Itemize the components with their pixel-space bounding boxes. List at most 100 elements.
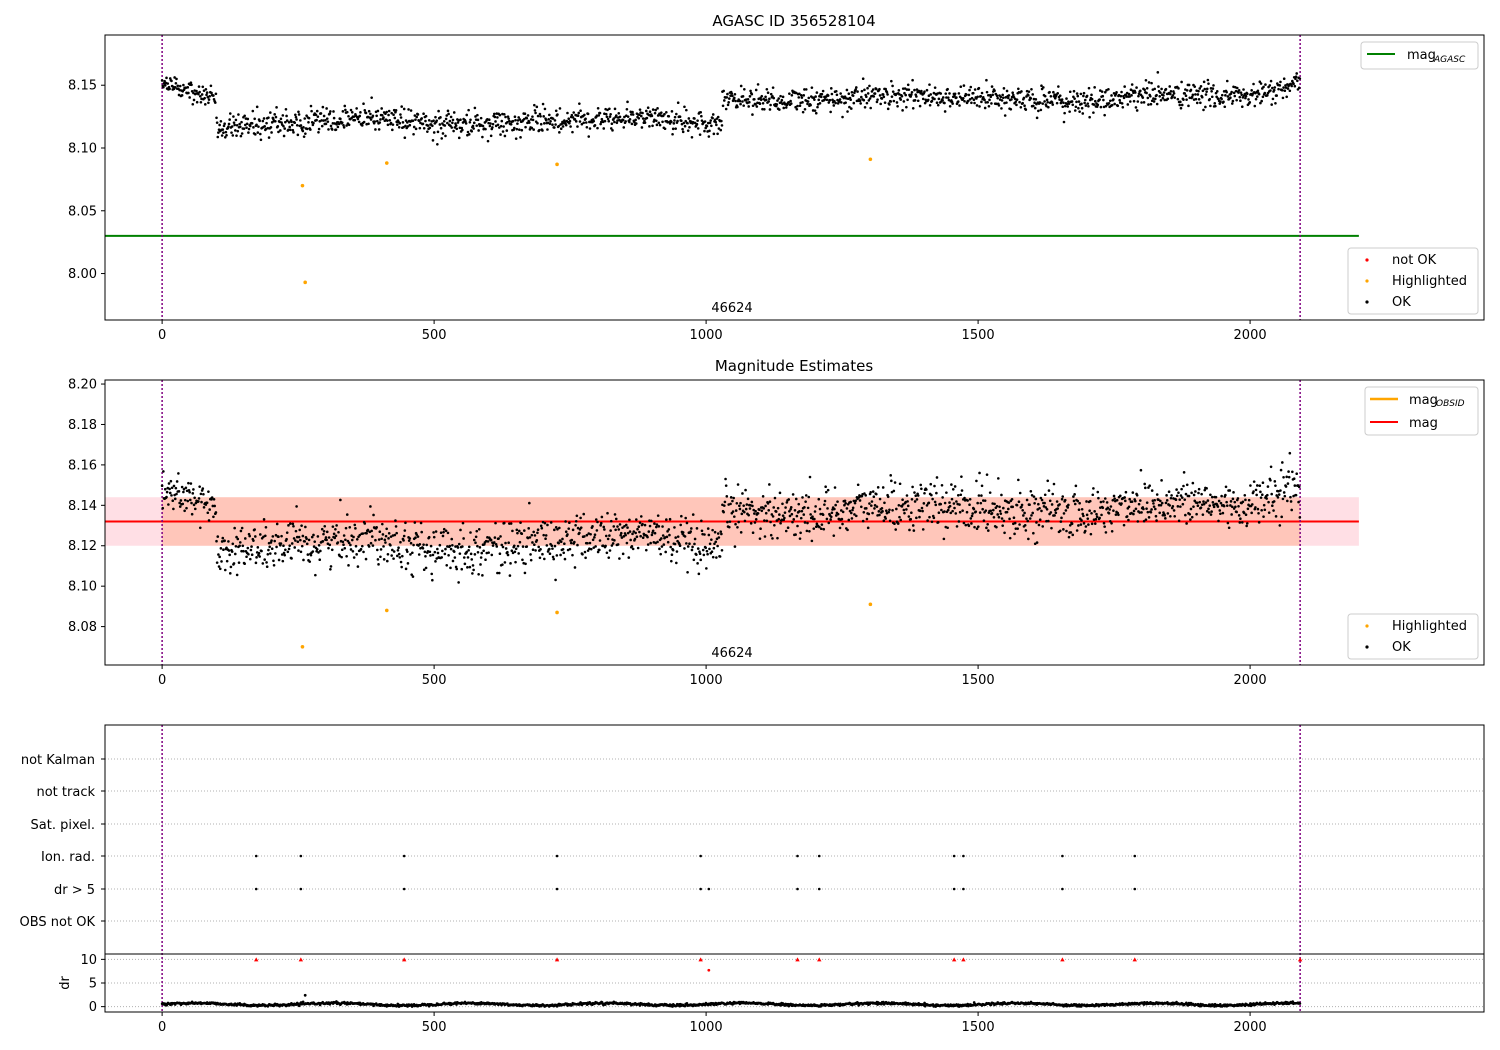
data-point-ok	[1027, 537, 1030, 541]
data-point-ok	[380, 537, 383, 541]
y-tick-label: 8.10	[68, 580, 97, 595]
data-point-ok	[818, 101, 822, 105]
data-point-ok	[1143, 482, 1146, 486]
data-point-ok	[197, 500, 200, 503]
data-point-ok	[731, 94, 734, 98]
data-point-ok	[321, 540, 325, 543]
data-point-ok	[798, 92, 801, 96]
data-point-ok	[427, 535, 431, 539]
data-point-ok	[494, 124, 498, 128]
data-point-ok	[524, 562, 527, 566]
data-point-ok	[227, 549, 231, 552]
data-point-ok	[558, 131, 561, 134]
data-point-ok	[190, 512, 194, 516]
data-point-ok	[1205, 487, 1208, 490]
data-point-ok	[509, 122, 513, 126]
data-point-ok	[1250, 511, 1253, 515]
y-tick-label: 8.18	[68, 418, 97, 433]
data-point-ok	[193, 507, 197, 511]
data-point-ok	[519, 521, 522, 524]
data-point-ok	[664, 550, 667, 554]
data-point-ok	[868, 97, 872, 100]
data-point-ok	[789, 506, 793, 509]
data-point-ok	[192, 503, 196, 507]
data-point-ok	[1107, 87, 1110, 91]
data-point-ok	[1152, 100, 1156, 103]
data-point-ok	[554, 578, 557, 582]
data-point-ok	[443, 552, 447, 556]
data-point-ok	[338, 554, 342, 558]
data-point-ok	[379, 548, 383, 551]
data-point-ok	[1287, 470, 1290, 473]
data-point-ok	[227, 540, 230, 543]
data-point-ok	[1279, 80, 1282, 84]
data-point-ok	[431, 139, 435, 142]
data-point-ok	[511, 529, 514, 533]
data-point-ok	[719, 530, 723, 533]
data-point-ok	[598, 548, 601, 552]
data-point-ok	[378, 121, 382, 124]
data-point-ok	[790, 512, 794, 516]
data-point-ok	[188, 498, 192, 502]
data-point-ok	[1238, 521, 1242, 524]
data-point-ok	[1285, 95, 1288, 99]
data-point-ok	[220, 134, 224, 137]
data-point-ok	[748, 95, 752, 98]
data-point-ok	[178, 501, 181, 505]
data-point-ok	[576, 526, 580, 530]
data-point-ok	[769, 92, 773, 96]
data-point-ok	[797, 502, 801, 506]
data-point-ok	[1194, 490, 1197, 493]
data-point-ok	[205, 93, 208, 97]
data-point-ok	[1071, 103, 1075, 107]
data-point-ok	[614, 517, 618, 521]
data-point-ok	[270, 547, 274, 551]
data-point-ok	[799, 94, 803, 97]
data-point-ok	[571, 553, 574, 557]
data-point-ok	[216, 135, 220, 139]
data-point-ok	[1205, 87, 1209, 91]
data-point-ok	[699, 110, 703, 114]
data-point-ok	[367, 109, 371, 113]
data-point-ok	[1030, 493, 1034, 497]
data-point-ok	[281, 114, 285, 117]
data-point-ok	[502, 125, 505, 128]
data-point-ok	[1130, 94, 1133, 97]
data-point-ok	[567, 117, 571, 121]
data-point-ok	[1162, 94, 1165, 97]
data-point-ok	[711, 528, 714, 532]
data-point-ok	[1160, 479, 1163, 482]
data-point-ok	[223, 122, 226, 126]
data-point-ok	[238, 122, 241, 126]
data-point-ok	[1212, 505, 1216, 509]
data-point-ok	[609, 112, 612, 116]
data-point-ok	[643, 523, 647, 527]
data-point-ok	[1230, 505, 1234, 509]
data-point-ok	[352, 535, 355, 539]
data-point-ok	[325, 117, 329, 120]
data-point-ok	[948, 504, 952, 508]
data-point-ok	[235, 134, 238, 137]
data-point-ok	[234, 118, 238, 122]
data-point-ok	[1217, 499, 1221, 503]
data-point-ok	[1017, 500, 1021, 503]
data-point-ok	[182, 487, 186, 491]
data-point-ok	[536, 121, 539, 125]
data-point-ok	[254, 133, 257, 136]
data-point-ok	[918, 515, 921, 519]
data-point-ok	[205, 501, 209, 505]
data-point-ok	[1078, 501, 1081, 505]
data-point-ok	[749, 89, 752, 93]
data-point-ok	[315, 549, 318, 553]
data-point-ok	[519, 136, 522, 139]
data-point-ok	[710, 124, 713, 128]
data-point-ok	[1134, 499, 1137, 503]
data-point-ok	[412, 132, 415, 136]
data-point-ok	[322, 532, 325, 536]
data-point-ok	[941, 496, 944, 499]
data-point-ok	[878, 497, 882, 501]
data-point-ok	[960, 489, 964, 492]
data-point-ok	[277, 535, 280, 539]
data-point-ok	[760, 509, 764, 513]
data-point-ok	[200, 93, 204, 96]
